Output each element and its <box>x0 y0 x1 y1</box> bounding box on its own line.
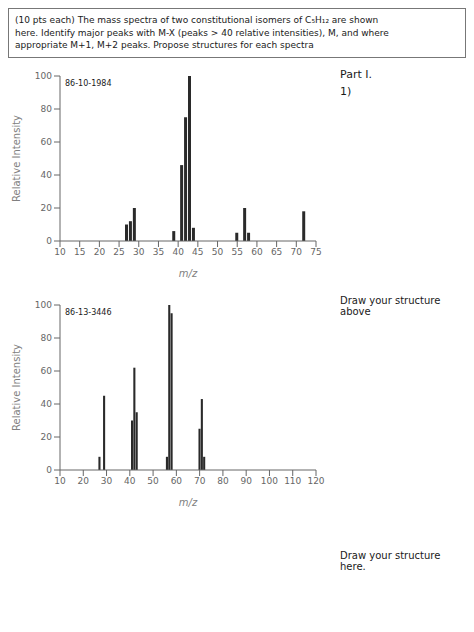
svg-text:80: 80 <box>217 476 229 486</box>
svg-text:60: 60 <box>41 366 53 376</box>
svg-text:120: 120 <box>307 476 324 486</box>
svg-text:50: 50 <box>212 247 224 257</box>
svg-text:90: 90 <box>240 476 252 486</box>
svg-text:80: 80 <box>41 333 53 343</box>
svg-text:100: 100 <box>261 476 278 486</box>
html-text:86-13-3446: 86-13-3446 <box>65 307 112 317</box>
svg-text:40: 40 <box>41 170 53 180</box>
html-text:Draw your structure here.: Draw your structure here. <box>340 549 441 572</box>
svg-text:60: 60 <box>251 247 263 257</box>
svg-text:10: 10 <box>54 476 66 486</box>
svg-text:80: 80 <box>41 104 53 114</box>
svg-text:60: 60 <box>171 476 183 486</box>
svg-text:20: 20 <box>41 432 53 442</box>
svg-text:75: 75 <box>310 247 321 257</box>
svg-text:55: 55 <box>232 247 243 257</box>
svg-text:30: 30 <box>133 247 145 257</box>
svg-text:40: 40 <box>41 399 53 409</box>
svg-text:35: 35 <box>153 247 164 257</box>
svg-text:65: 65 <box>271 247 282 257</box>
svg-text:45: 45 <box>192 247 203 257</box>
html-text:Draw your structure above: Draw your structure above <box>340 294 441 317</box>
svg-text:Relative Intensity: Relative Intensity <box>11 344 22 431</box>
svg-text:20: 20 <box>94 247 106 257</box>
svg-text:15: 15 <box>74 247 85 257</box>
svg-text:Relative Intensity: Relative Intensity <box>11 115 22 202</box>
svg-text:0: 0 <box>46 465 52 475</box>
svg-text:m/z: m/z <box>179 268 198 279</box>
svg-text:100: 100 <box>35 300 52 310</box>
svg-text:25: 25 <box>113 247 124 257</box>
svg-text:40: 40 <box>124 476 136 486</box>
svg-text:100: 100 <box>35 71 52 81</box>
svg-text:20: 20 <box>41 203 53 213</box>
svg-text:50: 50 <box>147 476 159 486</box>
svg-text:70: 70 <box>291 247 303 257</box>
svg-text:20: 20 <box>78 476 90 486</box>
html-text:1): 1) <box>340 85 352 99</box>
svg-text:30: 30 <box>101 476 113 486</box>
svg-text:40: 40 <box>172 247 184 257</box>
svg-text:m/z: m/z <box>179 497 198 508</box>
svg-text:0: 0 <box>46 236 52 246</box>
html-text:Part I.: Part I. <box>340 67 372 81</box>
svg-text:70: 70 <box>194 476 206 486</box>
svg-text:60: 60 <box>41 137 53 147</box>
svg-text:10: 10 <box>54 247 66 257</box>
html-text:86-10-1984: 86-10-1984 <box>65 78 112 88</box>
html-text:(10 pts each) The mass spectra: (10 pts each) The mass spectra of two co… <box>15 15 389 51</box>
svg-text:110: 110 <box>284 476 301 486</box>
